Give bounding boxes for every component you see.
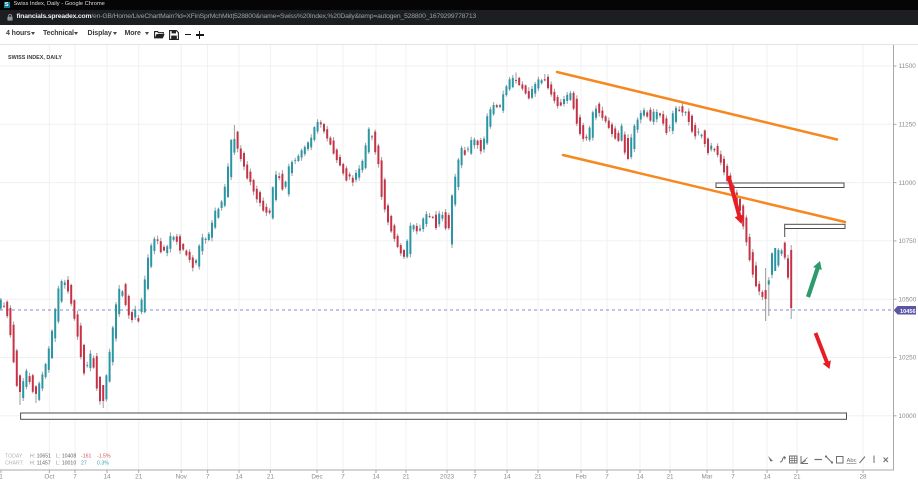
svg-text:11500: 11500	[899, 63, 917, 70]
svg-text:10750: 10750	[899, 238, 917, 245]
svg-text:L: 10010: L: 10010	[56, 461, 76, 467]
svg-text:-161: -161	[81, 454, 91, 460]
svg-text:14: 14	[763, 474, 771, 481]
svg-text:14: 14	[503, 474, 511, 481]
svg-text:14: 14	[372, 474, 380, 481]
svg-text:11250: 11250	[899, 122, 917, 129]
svg-text:21: 21	[793, 474, 801, 481]
svg-text:Abc: Abc	[847, 458, 857, 464]
svg-text:11000: 11000	[899, 180, 917, 187]
svg-text:7: 7	[473, 474, 477, 481]
svg-text:21: 21	[402, 474, 410, 481]
svg-text:2023: 2023	[440, 474, 455, 481]
svg-text:0.3%: 0.3%	[97, 461, 109, 467]
svg-text:H: 11457: H: 11457	[30, 461, 51, 467]
svg-text:Dec: Dec	[311, 474, 323, 481]
svg-text:28: 28	[859, 474, 867, 481]
svg-text:SWISS INDEX, DAILY: SWISS INDEX, DAILY	[8, 55, 62, 61]
svg-text:Oct: Oct	[44, 474, 54, 481]
svg-text:14: 14	[235, 474, 243, 481]
svg-text:10456: 10456	[900, 309, 916, 315]
svg-text:7: 7	[731, 474, 735, 481]
svg-text:H: 10651: H: 10651	[30, 454, 51, 460]
svg-text:21: 21	[666, 474, 674, 481]
svg-text:14: 14	[103, 474, 111, 481]
svg-text:L: 10408: L: 10408	[56, 454, 76, 460]
svg-text:CHART:: CHART:	[5, 461, 24, 467]
svg-text:7: 7	[206, 474, 210, 481]
svg-text:21: 21	[534, 474, 542, 481]
svg-text:-1.5%: -1.5%	[97, 454, 111, 460]
svg-text:21: 21	[135, 474, 143, 481]
svg-text:7: 7	[605, 474, 609, 481]
svg-text:14: 14	[636, 474, 644, 481]
svg-text:TODAY:: TODAY:	[5, 454, 24, 460]
svg-text:10250: 10250	[899, 355, 917, 362]
svg-text:10500: 10500	[899, 296, 917, 303]
svg-text:21: 21	[267, 474, 275, 481]
svg-text:Feb: Feb	[575, 474, 586, 481]
svg-text:7: 7	[341, 474, 345, 481]
svg-text:27: 27	[81, 461, 87, 467]
svg-text:10000: 10000	[899, 413, 917, 420]
svg-text:Mar: Mar	[701, 474, 713, 481]
svg-text:7: 7	[73, 474, 77, 481]
svg-text:1: 1	[0, 474, 3, 481]
svg-text:Nov: Nov	[176, 474, 188, 481]
